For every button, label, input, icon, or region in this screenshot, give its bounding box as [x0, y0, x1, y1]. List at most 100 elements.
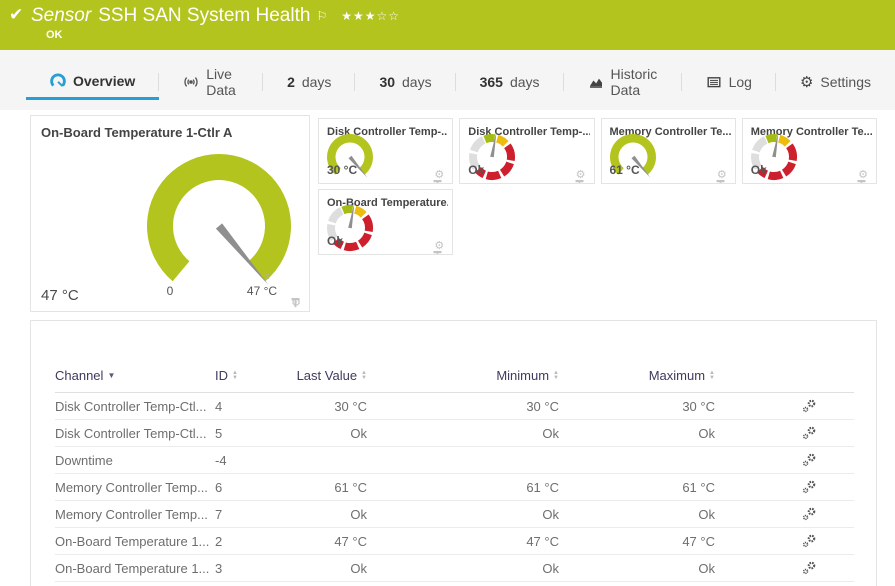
small-gauge-grid: Disk Controller Temp-... 30 °C ⚙ Disk Co… [318, 118, 877, 255]
channel-last-value: 30 °C [334, 398, 367, 414]
channel-name[interactable]: Memory Controller Temp... [55, 506, 208, 522]
flag-icon[interactable]: ⚐ [316, 9, 328, 23]
channel-minimum: Ok [542, 506, 559, 522]
channel-id: 6 [215, 479, 223, 495]
channel-maximum: 47 °C [682, 533, 715, 549]
column-header-id[interactable]: ID ▲ ▼ [215, 368, 238, 383]
channel-maximum: 30 °C [682, 398, 715, 414]
channel-settings-gear-icon[interactable] [802, 426, 816, 440]
primary-gauge-panel[interactable]: On-Board Temperature 1-Ctlr A x 0 47 °C … [30, 115, 310, 312]
column-header-maximum[interactable]: Maximum ▲ ▼ [649, 368, 715, 383]
column-header-minimum[interactable]: Minimum ▲ ▼ [496, 368, 559, 383]
status-ok-check-icon: ✔ [9, 5, 24, 25]
tab-settings[interactable]: ⚙ Settings [776, 64, 895, 100]
area-chart-icon [589, 78, 602, 88]
pin-icon[interactable] [716, 179, 725, 184]
pin-icon[interactable] [433, 179, 442, 184]
priority-stars[interactable]: ★★★☆☆ [341, 9, 400, 23]
gauge-panel-disk-controller-temp[interactable]: Disk Controller Temp-... 30 °C ⚙ [318, 118, 454, 184]
channel-id: 3 [215, 560, 223, 576]
channel-minimum: Ok [542, 560, 559, 576]
tab-bar: Overview Live Data 2 days 30 days 365 da… [0, 50, 895, 110]
channel-last-value: 61 °C [334, 479, 367, 495]
sort-icon: ▲ ▼ [709, 369, 715, 381]
tab-number: 30 [379, 74, 396, 90]
pin-icon[interactable] [433, 250, 442, 255]
channel-settings-gear-icon[interactable] [802, 561, 816, 575]
channel-name[interactable]: Disk Controller Temp-Ctl... [55, 425, 207, 441]
channel-name[interactable]: On-Board Temperature 1... [55, 560, 210, 576]
channel-settings-gear-icon[interactable] [802, 399, 816, 413]
tab-number: 365 [479, 74, 503, 90]
channel-settings-gear-icon[interactable] [802, 534, 816, 548]
sensor-kind-label: Sensor [31, 5, 92, 26]
tab-historic-data[interactable]: Historic Data [564, 64, 682, 100]
channel-table-body: Disk Controller Temp-Ctl... 4 30 °C 30 °… [55, 393, 876, 582]
gauge-title: On-Board Temperature... [327, 197, 449, 209]
tab-label: days [509, 74, 540, 90]
pin-icon[interactable] [857, 179, 866, 184]
tab-label: Live Data [206, 66, 236, 98]
column-header-last-value[interactable]: Last Value ▲ ▼ [297, 368, 367, 383]
channel-last-value: 47 °C [334, 533, 367, 549]
gear-icon[interactable]: ⚙ [858, 168, 868, 181]
card-actions: ⚙ [575, 168, 586, 183]
channel-table-header: Channel ▼ ID ▲ ▼ Last Value ▲ ▼ Minimum ▲ ▼ Max… [55, 359, 854, 393]
channel-last-value: Ok [350, 506, 367, 522]
channel-maximum: Ok [698, 506, 715, 522]
segment-gauge [751, 131, 797, 180]
gauge-panel-onboard-temp-status[interactable]: On-Board Temperature... Ok ⚙ [318, 189, 454, 255]
tab-30-days[interactable]: 30 days [355, 64, 456, 100]
gauge-panel-disk-controller-status[interactable]: Disk Controller Temp-... Ok ⚙ [459, 118, 595, 184]
channel-settings-gear-icon[interactable] [802, 480, 816, 494]
tab-2-days[interactable]: 2 days [263, 64, 356, 100]
column-label: Last Value [296, 368, 358, 383]
sensor-status-badge: OK [46, 29, 63, 41]
channel-name[interactable]: Memory Controller Temp... [55, 479, 208, 495]
gauge-title: Memory Controller Te... [750, 126, 872, 138]
tab-label: Overview [73, 72, 136, 89]
gauge-scale-max: 47 °C [246, 284, 278, 298]
gear-icon[interactable]: ⚙ [434, 168, 445, 181]
channel-name[interactable]: On-Board Temperature 1... [55, 533, 210, 549]
channel-name[interactable]: Downtime [55, 452, 113, 468]
tab-label: Historic Data [610, 66, 658, 98]
gauge-peak-marker: x [265, 271, 270, 281]
log-list-icon [707, 77, 721, 88]
tab-label: Log [728, 74, 752, 90]
pin-icon[interactable] [575, 179, 584, 184]
table-row: On-Board Temperature 1... 3 Ok Ok Ok [55, 555, 854, 582]
gear-icon[interactable]: ⚙ [716, 168, 727, 181]
channel-name[interactable]: Disk Controller Temp-Ctl... [55, 398, 207, 414]
gear-icon[interactable]: ⚙ [434, 239, 445, 252]
table-row: On-Board Temperature 1... 2 47 °C 47 °C … [55, 528, 854, 555]
tab-log[interactable]: Log [682, 64, 777, 100]
channel-id: 5 [215, 425, 223, 441]
column-header-channel[interactable]: Channel ▼ [55, 368, 115, 383]
gauge-panel-memory-controller-temp[interactable]: Memory Controller Te... 61 °C ⚙ [600, 118, 736, 184]
primary-gauge [147, 154, 291, 285]
table-row: Memory Controller Temp... 7 Ok Ok Ok [55, 501, 854, 528]
tab-365-days[interactable]: 365 days [456, 64, 564, 100]
tab-live-data[interactable]: Live Data [159, 64, 263, 100]
gauge-title: On-Board Temperature 1-Ctlr A [41, 125, 233, 140]
channel-settings-gear-icon[interactable] [802, 507, 816, 521]
gauge-panel-memory-controller-status[interactable]: Memory Controller Te... Ok ⚙ [741, 118, 877, 184]
channel-minimum: 30 °C [526, 398, 559, 414]
segment-gauge [327, 202, 374, 251]
gear-icon[interactable]: ⚙ [575, 168, 586, 181]
card-actions: ⚙ [291, 297, 301, 308]
channel-settings-gear-icon[interactable] [802, 453, 816, 467]
column-label: Channel [55, 368, 104, 383]
pin-icon[interactable] [291, 297, 300, 308]
donut-gauge [609, 133, 656, 178]
tab-overview[interactable]: Overview [26, 64, 160, 100]
stars-filled: ★★★ [341, 9, 377, 23]
table-row: Memory Controller Temp... 6 61 °C 61 °C … [55, 474, 854, 501]
sort-icon: ▲ ▼ [553, 369, 559, 381]
gauge-value: Ok [468, 163, 485, 177]
sensor-header: ✔ Sensor SSH SAN System Health ⚐ ★★★☆☆ OK [0, 0, 895, 50]
sensor-title-line: Sensor SSH SAN System Health ⚐ ★★★☆☆ [31, 4, 400, 28]
tab-number: 2 [287, 74, 295, 90]
